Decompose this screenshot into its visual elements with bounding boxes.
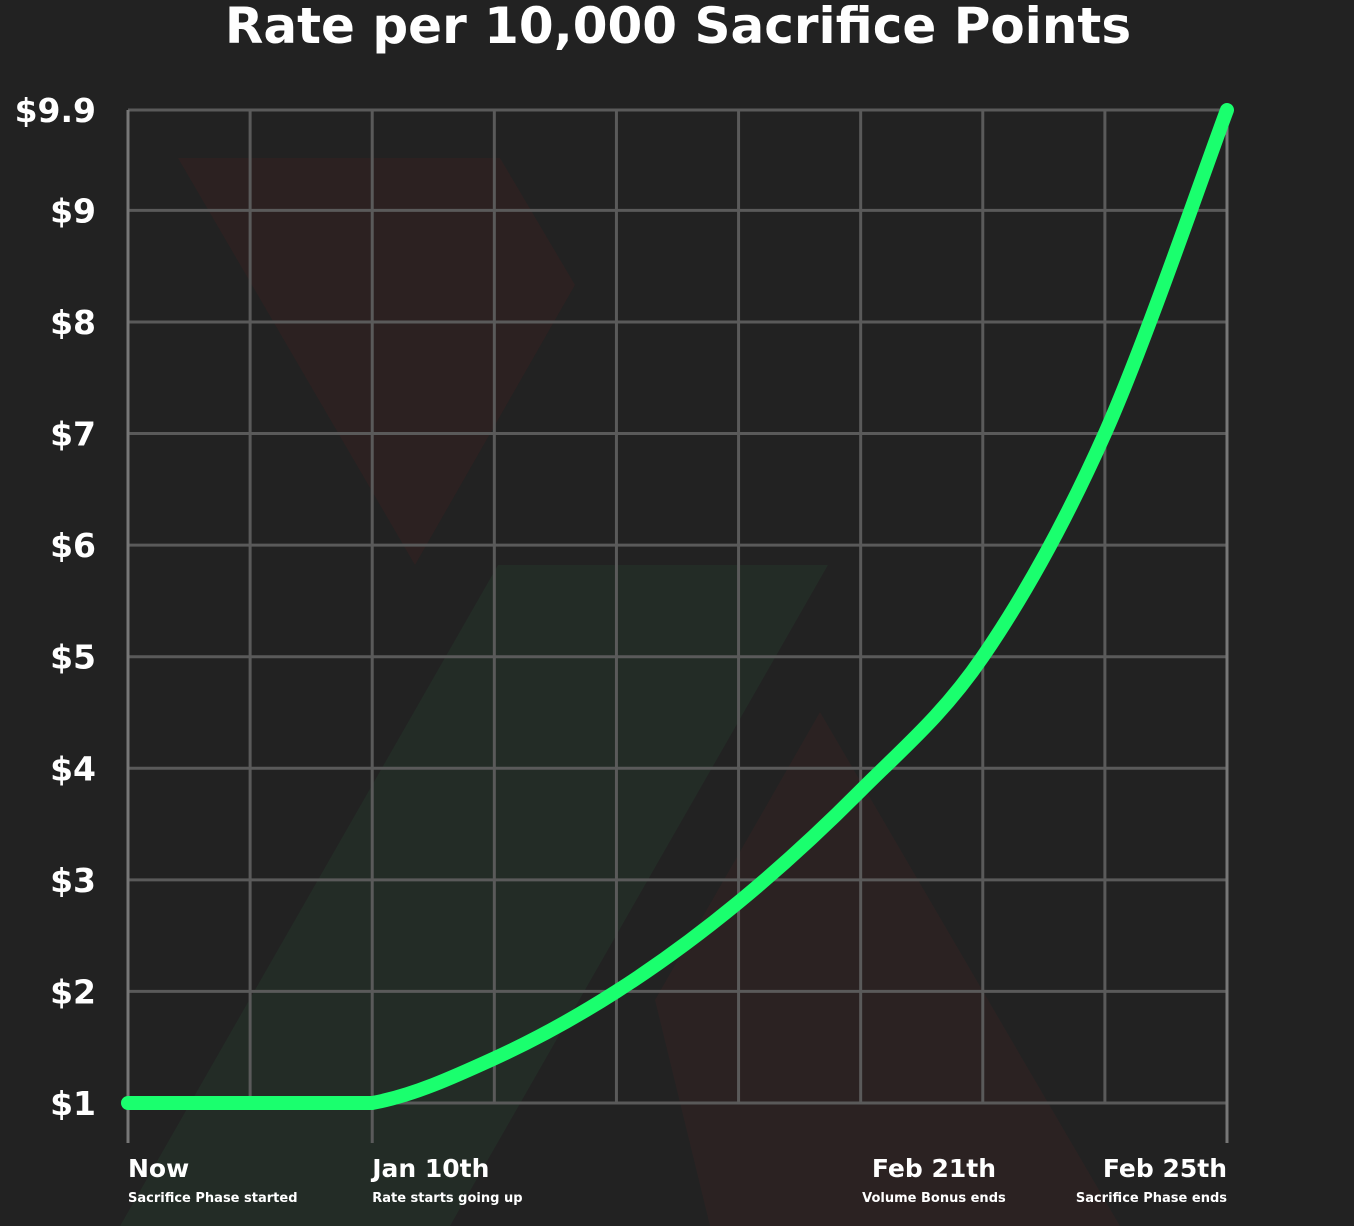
x-tick-sublabel-3: Sacrifice Phase ends (1076, 1191, 1227, 1206)
x-tick-sublabel-2: Volume Bonus ends (862, 1191, 1006, 1206)
y-tick-label-5: $6 (50, 526, 96, 565)
x-tick-label-2: Feb 21th (872, 1154, 996, 1183)
x-tick-label-1: Jan 10th (370, 1154, 489, 1183)
series-layer (121, 103, 1234, 1111)
y-tick-label-6: $7 (50, 415, 96, 454)
y-tick-label-4: $5 (50, 638, 96, 677)
logo-red-triangle (178, 158, 575, 565)
x-tick-label-3: Feb 25th (1103, 1154, 1227, 1183)
logo-green-band (120, 565, 828, 1226)
y-tick-label-9: $9.9 (15, 91, 96, 130)
grid (126, 108, 1229, 1143)
y-tick-label-8: $9 (50, 191, 96, 230)
x-tick-sublabel-0: Sacrifice Phase started (128, 1191, 298, 1206)
y-tick-label-2: $3 (50, 861, 96, 900)
y-tick-label-0: $1 (50, 1084, 96, 1123)
y-tick-label-7: $8 (50, 303, 96, 342)
y-axis-ticks: $1 $2 $3 $4 $5 $6 $7 $8 $9 $9.9 (15, 91, 96, 1123)
x-tick-label-0: Now (128, 1154, 189, 1183)
logo-red-band (655, 712, 1120, 1226)
y-tick-label-3: $4 (50, 749, 96, 788)
x-axis-ticks: Now Sacrifice Phase started Jan 10th Rate s… (128, 1154, 1227, 1206)
background-logo (120, 158, 1120, 1226)
y-tick-label-1: $2 (50, 972, 96, 1011)
chart-title: Rate per 10,000 Sacrifice Points (225, 0, 1131, 55)
x-tick-sublabel-1: Rate starts going up (372, 1191, 522, 1206)
